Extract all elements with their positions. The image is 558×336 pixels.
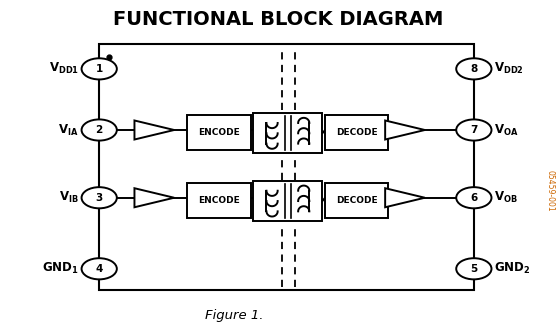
Circle shape (81, 187, 117, 208)
Text: ENCODE: ENCODE (198, 128, 240, 137)
Bar (325, 115, 388, 150)
Text: 1: 1 (95, 64, 103, 74)
Bar (187, 115, 251, 150)
Text: 8: 8 (470, 64, 478, 74)
Text: Figure 1.: Figure 1. (205, 308, 263, 322)
Text: FUNCTIONAL BLOCK DIAGRAM: FUNCTIONAL BLOCK DIAGRAM (113, 10, 444, 29)
Text: DECODE: DECODE (336, 196, 378, 205)
Text: 3: 3 (95, 193, 103, 203)
Circle shape (81, 119, 117, 140)
Text: $\mathbf{V_{IA}}$: $\mathbf{V_{IA}}$ (58, 122, 79, 137)
Circle shape (456, 119, 492, 140)
Polygon shape (134, 188, 174, 207)
Bar (187, 183, 251, 218)
Polygon shape (385, 121, 425, 139)
Text: $\mathbf{V_{IB}}$: $\mathbf{V_{IB}}$ (59, 190, 79, 205)
Bar (253, 181, 323, 221)
Text: $\mathbf{GND_1}$: $\mathbf{GND_1}$ (42, 261, 79, 276)
Circle shape (81, 258, 117, 279)
Text: 5: 5 (470, 264, 478, 274)
Bar (253, 114, 323, 153)
Text: 7: 7 (470, 125, 478, 135)
Circle shape (81, 58, 117, 79)
Bar (99, 44, 474, 290)
Text: 6: 6 (470, 193, 478, 203)
Circle shape (456, 58, 492, 79)
Text: $\mathbf{GND_2}$: $\mathbf{GND_2}$ (494, 261, 531, 276)
Circle shape (456, 187, 492, 208)
Text: DECODE: DECODE (336, 128, 378, 137)
Text: $\mathbf{V_{OA}}$: $\mathbf{V_{OA}}$ (494, 122, 519, 137)
Bar (325, 183, 388, 218)
Text: $\mathbf{V_{DD1}}$: $\mathbf{V_{DD1}}$ (49, 61, 79, 76)
Text: 4: 4 (95, 264, 103, 274)
Circle shape (456, 258, 492, 279)
Text: $\mathbf{V_{DD2}}$: $\mathbf{V_{DD2}}$ (494, 61, 524, 76)
Text: 05459-001: 05459-001 (545, 170, 555, 212)
Text: ENCODE: ENCODE (198, 196, 240, 205)
Polygon shape (134, 121, 174, 139)
Text: $\mathbf{V_{OB}}$: $\mathbf{V_{OB}}$ (494, 190, 518, 205)
Polygon shape (385, 188, 425, 207)
Text: 2: 2 (95, 125, 103, 135)
